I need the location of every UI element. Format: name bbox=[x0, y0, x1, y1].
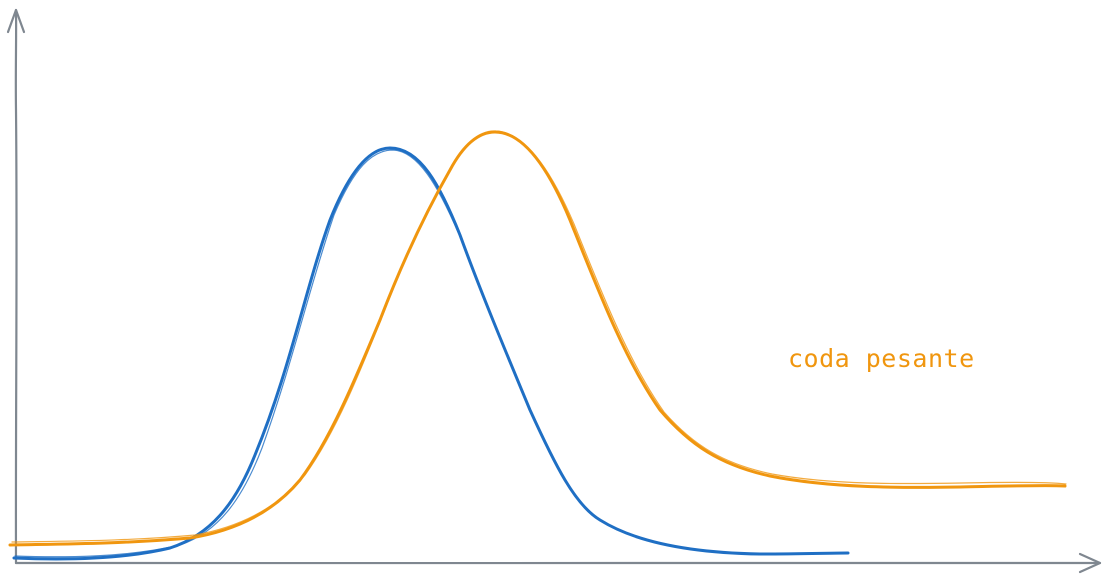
x-axis-arrowhead bbox=[1078, 552, 1102, 574]
heavy-tail-curve-sketch-stroke bbox=[11, 130, 1067, 543]
normal-curve-main-stroke bbox=[12, 146, 850, 561]
axes bbox=[6, 8, 1102, 574]
y-axis-arrowhead bbox=[6, 8, 26, 34]
y-axis-line bbox=[14, 8, 18, 565]
normal-distribution-curve bbox=[12, 146, 850, 561]
normal-curve-sketch-stroke bbox=[14, 149, 459, 558]
heavy-tail-distribution-curve bbox=[8, 130, 1067, 547]
heavy-tail-curve-main-stroke bbox=[8, 130, 1067, 547]
heavy-tail-annotation: coda pesante bbox=[788, 344, 975, 373]
